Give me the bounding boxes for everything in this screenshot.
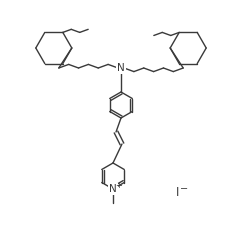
Text: N: N (109, 184, 117, 194)
Text: +: + (116, 181, 122, 189)
Text: −: − (180, 184, 188, 194)
Text: N: N (117, 63, 125, 73)
Text: I: I (176, 187, 180, 199)
